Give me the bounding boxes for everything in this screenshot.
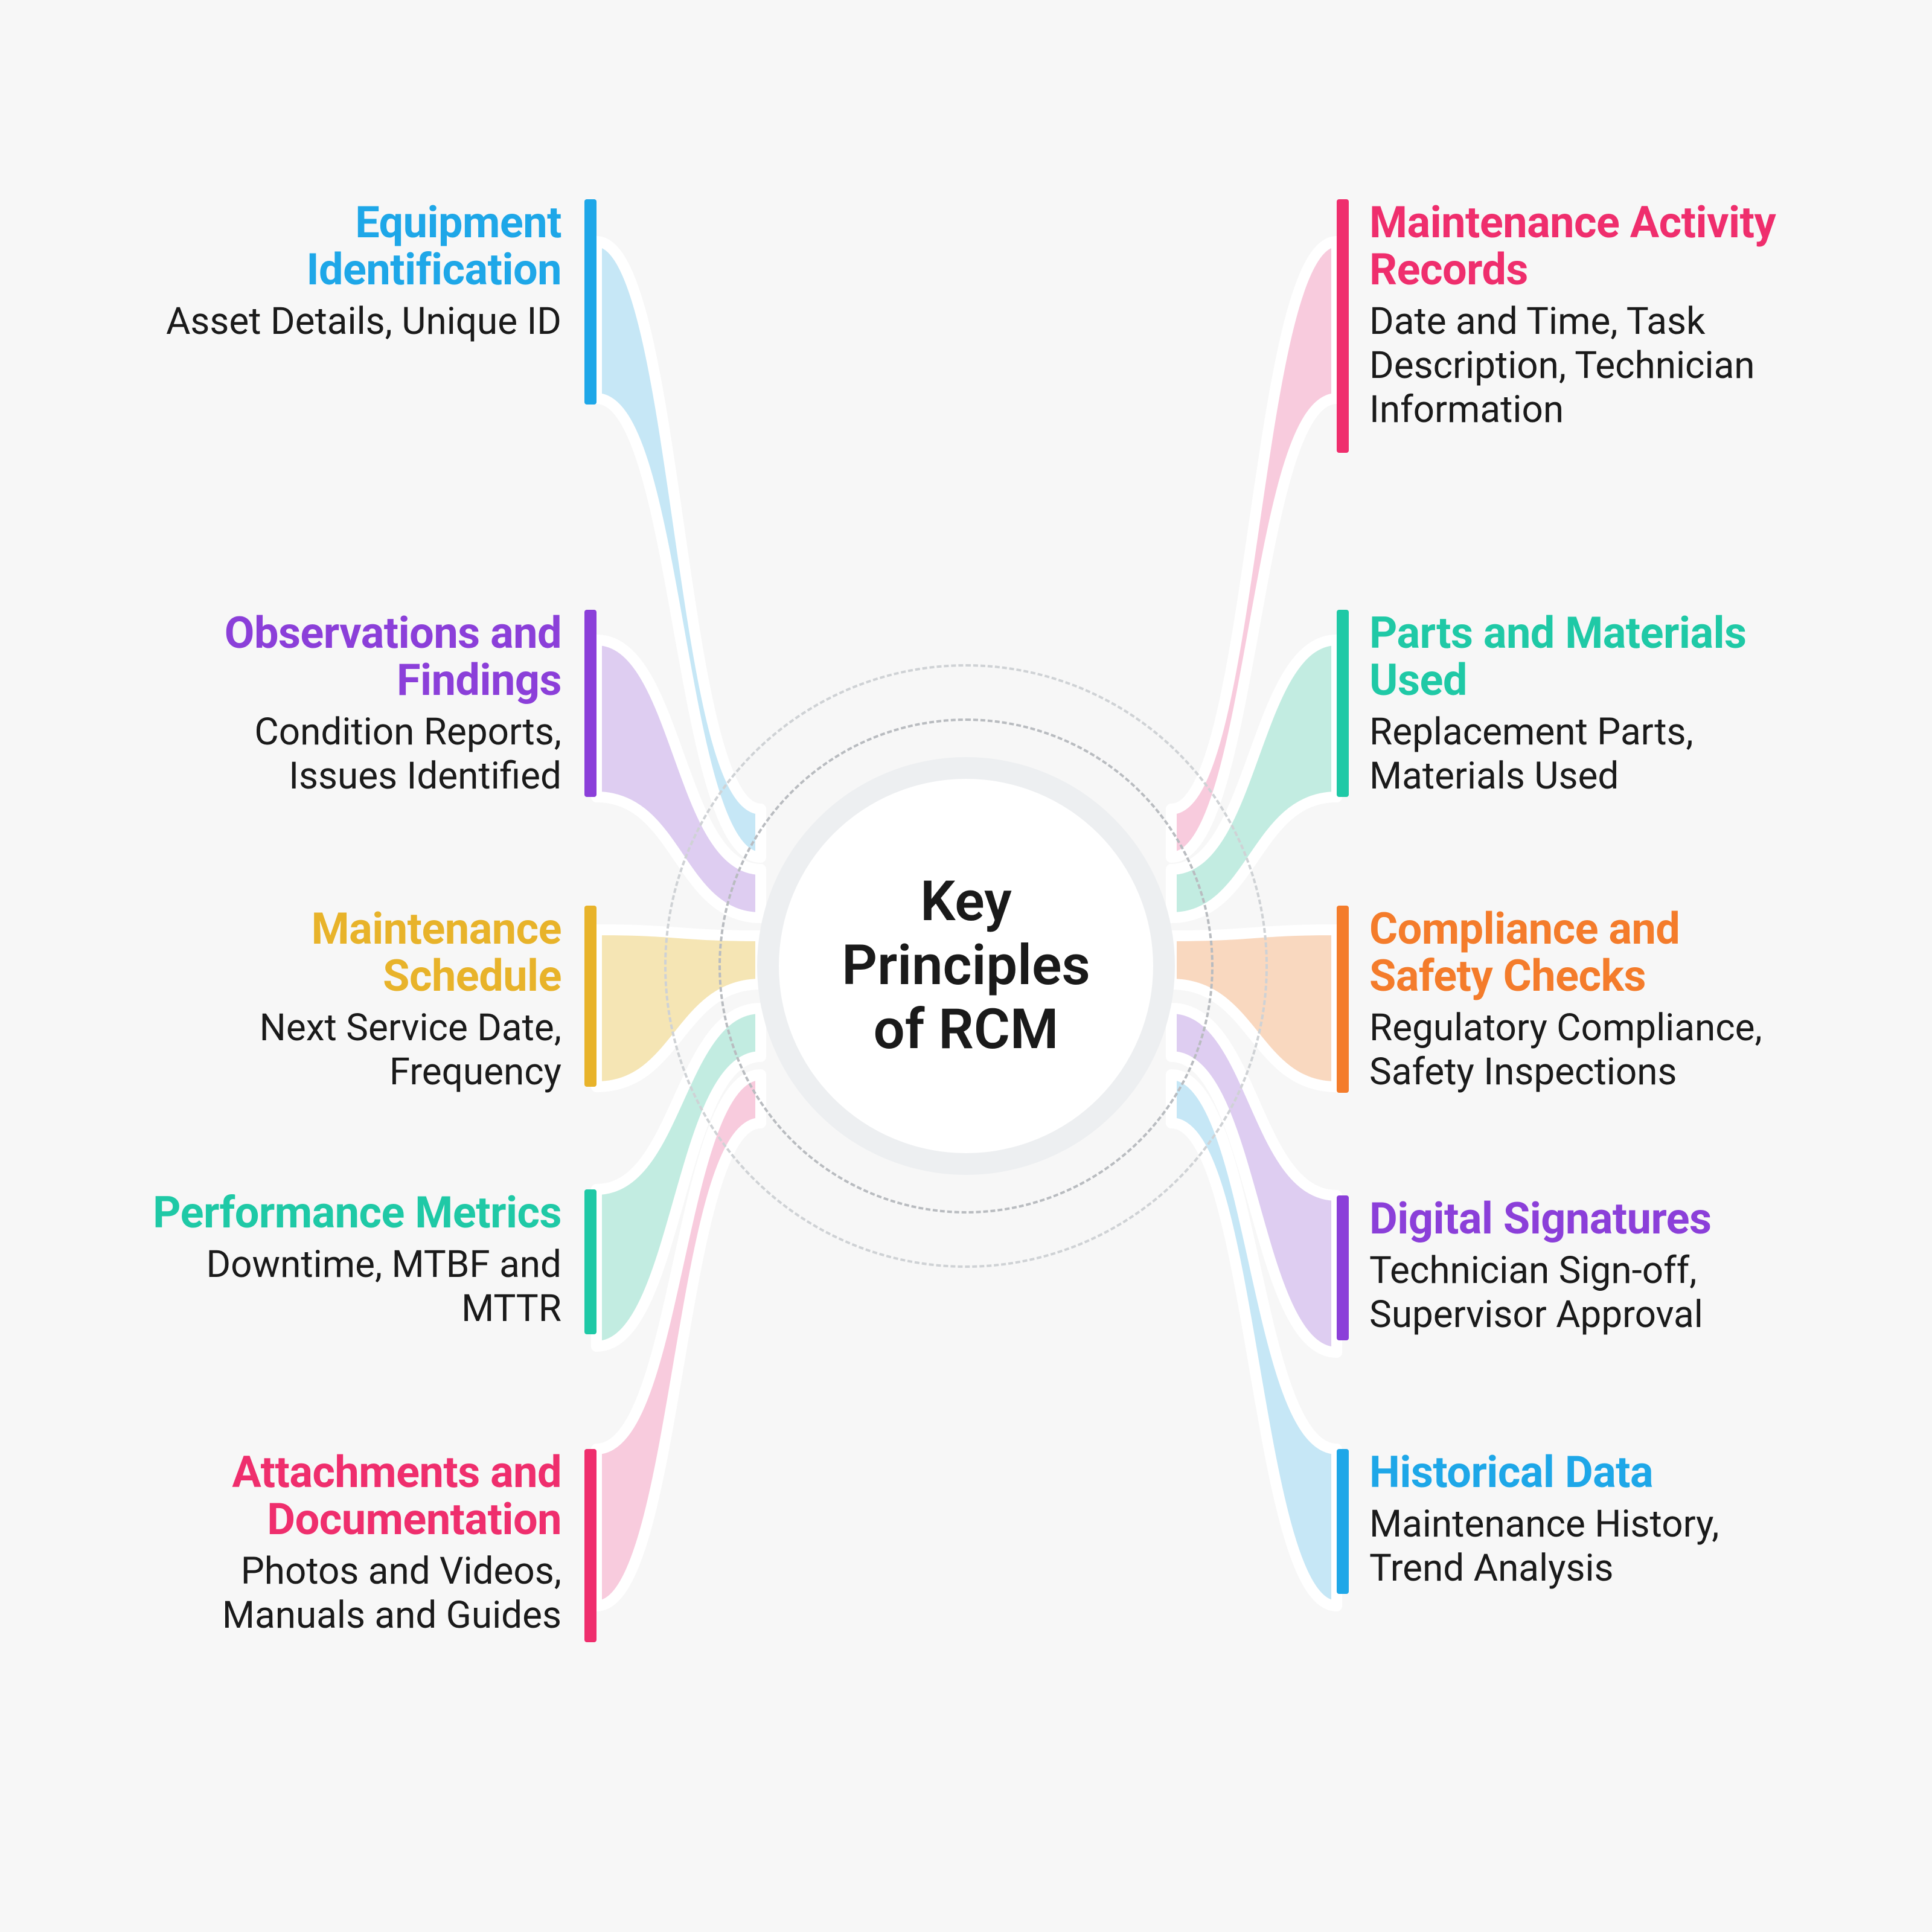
diagram-canvas: Key Principles of RCM Equipment Identifi…: [0, 0, 1932, 1932]
center-title-line3: of RCM: [874, 997, 1059, 1062]
right-item-desc-2: Regulatory Compliance, Safety Inspection…: [1369, 1006, 1792, 1094]
right-item-1: Parts and Materials UsedReplacement Part…: [1369, 610, 1792, 798]
right-item-0: Maintenance Activity RecordsDate and Tim…: [1369, 199, 1792, 432]
right-item-desc-3: Technician Sign-off, Supervisor Approval: [1369, 1249, 1792, 1337]
right-item-desc-4: Maintenance History, Trend Analysis: [1369, 1502, 1792, 1590]
left-bar-1: [584, 610, 597, 797]
right-bar-2: [1337, 906, 1349, 1093]
right-item-desc-0: Date and Time, Task Description, Technic…: [1369, 299, 1792, 432]
right-item-title-4: Historical Data: [1369, 1449, 1792, 1496]
left-item-desc-2: Next Service Date, Frequency: [139, 1006, 561, 1094]
right-item-2: Compliance and Safety ChecksRegulatory C…: [1369, 906, 1792, 1094]
right-bar-3: [1337, 1195, 1349, 1340]
center-title-line1: Key: [920, 869, 1012, 934]
left-item-title-3: Performance Metrics: [139, 1189, 561, 1236]
left-item-1: Observations and FindingsCondition Repor…: [139, 610, 561, 798]
right-item-4: Historical Data Maintenance History, Tren…: [1369, 1449, 1792, 1590]
left-item-desc-3: Downtime, MTBF and MTTR: [139, 1243, 561, 1331]
left-item-4: Attachments and DocumentationPhotos and …: [139, 1449, 561, 1637]
right-item-title-3: Digital Signatures: [1369, 1195, 1792, 1243]
right-bar-0: [1337, 199, 1349, 453]
left-item-desc-4: Photos and Videos, Manuals and Guides: [139, 1549, 561, 1637]
left-item-title-2: Maintenance Schedule: [139, 906, 561, 1000]
center-title-line2: Principles: [842, 933, 1090, 998]
left-item-3: Performance Metrics Downtime, MTBF and MT…: [139, 1189, 561, 1331]
left-bar-4: [584, 1449, 597, 1642]
left-item-title-0: Equipment Identification: [139, 199, 561, 293]
left-bar-0: [584, 199, 597, 405]
left-item-title-1: Observations and Findings: [139, 610, 561, 704]
center-title: Key Principles of RCM: [842, 870, 1090, 1061]
left-item-desc-1: Condition Reports, Issues Identified: [139, 710, 561, 798]
right-item-title-0: Maintenance Activity Records: [1369, 199, 1792, 293]
center-circle: Key Principles of RCM: [779, 779, 1153, 1153]
right-item-3: Digital Signatures Technician Sign-off, S…: [1369, 1195, 1792, 1337]
right-bar-4: [1337, 1449, 1349, 1594]
left-item-0: Equipment Identification Asset Details, U…: [139, 199, 561, 344]
left-bar-3: [584, 1189, 597, 1334]
right-bar-1: [1337, 610, 1349, 797]
right-item-desc-1: Replacement Parts, Materials Used: [1369, 710, 1792, 798]
left-bar-2: [584, 906, 597, 1087]
left-item-title-4: Attachments and Documentation: [139, 1449, 561, 1543]
right-item-title-1: Parts and Materials Used: [1369, 610, 1792, 704]
left-item-2: Maintenance ScheduleNext Service Date, F…: [139, 906, 561, 1094]
right-item-title-2: Compliance and Safety Checks: [1369, 906, 1792, 1000]
left-item-desc-0: Asset Details, Unique ID: [139, 299, 561, 344]
